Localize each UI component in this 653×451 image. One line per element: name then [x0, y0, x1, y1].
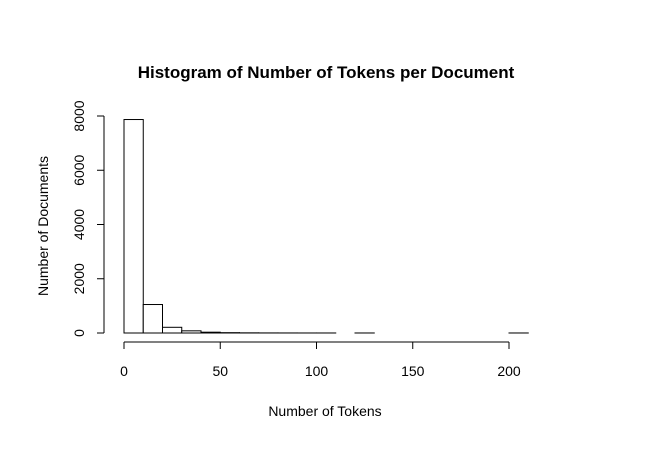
x-axis: 0 50 100 150 200	[120, 341, 521, 379]
x-tick-label-50: 50	[212, 363, 228, 379]
y-tick-label-0: 0	[71, 329, 87, 337]
y-tick-label-4000: 4000	[71, 209, 87, 240]
histogram-bar-0	[123, 119, 144, 334]
histogram-bar-4	[200, 331, 221, 334]
x-tick-label-200: 200	[497, 363, 521, 379]
y-axis: 0 2000 4000 6000 8000	[71, 100, 105, 337]
histogram-bar-3	[181, 330, 202, 334]
histogram-bar-2	[162, 326, 183, 334]
x-tick-label-150: 150	[401, 363, 425, 379]
bars-group	[123, 119, 529, 334]
y-tick-label-2000: 2000	[71, 263, 87, 294]
x-tick-label-100: 100	[305, 363, 329, 379]
chart-title: Histogram of Number of Tokens per Docume…	[138, 63, 515, 82]
y-tick-label-6000: 6000	[71, 154, 87, 185]
x-axis-label: Number of Tokens	[268, 403, 381, 419]
y-axis-label: Number of Documents	[35, 156, 51, 296]
x-tick-label-0: 0	[120, 363, 128, 379]
histogram-bar-1	[142, 304, 163, 334]
y-tick-label-8000: 8000	[71, 100, 87, 131]
